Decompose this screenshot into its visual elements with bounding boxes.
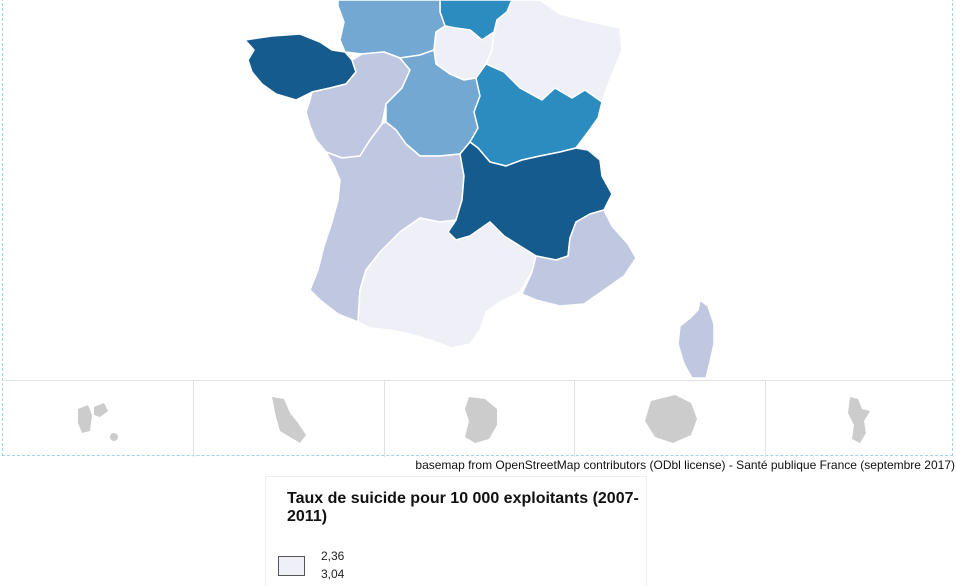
- overseas-regions-row: [4, 380, 955, 457]
- region-occitanie[interactable]: [357, 217, 537, 349]
- inset-guyane[interactable]: [385, 381, 576, 457]
- region-corse[interactable]: [677, 299, 715, 379]
- guadeloupe-shape: [78, 403, 118, 441]
- france-choropleth-map: [244, 0, 715, 379]
- inset-mayotte[interactable]: [766, 381, 955, 457]
- region-normandie[interactable]: [337, 0, 446, 59]
- inset-guadeloupe[interactable]: [4, 381, 195, 457]
- region-paca[interactable]: [521, 209, 637, 307]
- mayotte-shape: [847, 397, 870, 443]
- guyane-shape: [464, 397, 497, 443]
- legend-swatch-class-1: [278, 556, 305, 576]
- inset-martinique[interactable]: [194, 381, 385, 457]
- legend-value-1: 2,36: [321, 549, 345, 563]
- martinique-shape: [272, 397, 307, 443]
- source-credit: basemap from OpenStreetMap contributors …: [415, 458, 955, 472]
- inset-la-reunion[interactable]: [575, 381, 766, 457]
- map-legend: Taux de suicide pour 10 000 exploitants …: [265, 476, 647, 586]
- la-reunion-shape: [645, 395, 698, 443]
- legend-value-2: 3,04: [321, 567, 345, 581]
- map-frame: [2, 0, 953, 456]
- legend-title: Taux de suicide pour 10 000 exploitants …: [287, 490, 639, 525]
